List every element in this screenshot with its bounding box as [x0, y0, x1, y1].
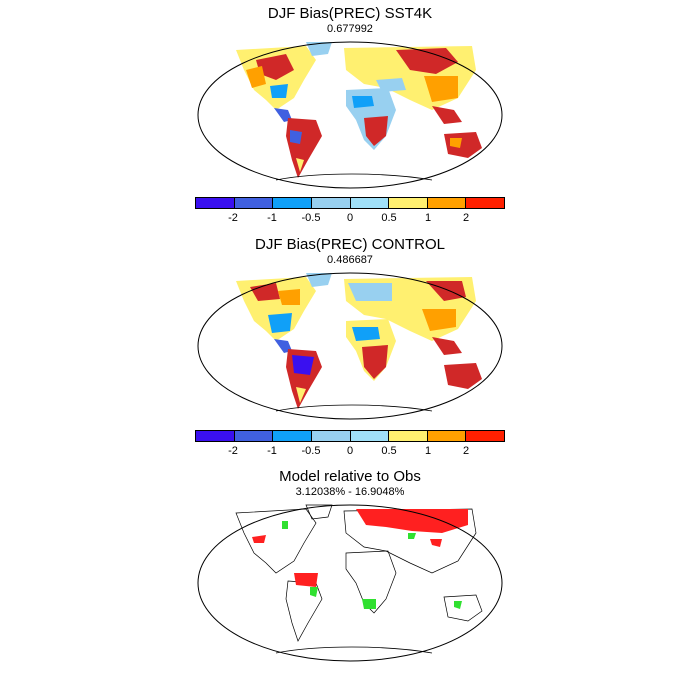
- map1-south-america: [286, 118, 322, 178]
- colorbar2-tick: 2: [462, 445, 470, 457]
- colorbar1-segment: [427, 198, 467, 208]
- panel3-subtitle: 3.12038% - 16.9048%: [295, 486, 405, 498]
- map2-central-america: [274, 339, 292, 353]
- map3-green-africa: [362, 599, 376, 609]
- panel2-title: DJF Bias(PREC) CONTROL: [254, 236, 445, 253]
- map3-globe-outline: [197, 504, 503, 662]
- map2-australia: [444, 363, 482, 389]
- map3-eurasia-outline: [343, 508, 477, 574]
- colorbar2-ticks: -2 -1 -0.5 0 0.5 1 2: [195, 445, 505, 459]
- map3-green-na: [282, 521, 288, 529]
- map2-sa-patch-blue: [292, 355, 314, 375]
- map3-significance-fill: [252, 509, 468, 609]
- map2-globe-outline: [197, 272, 503, 420]
- colorbar2-segment: [350, 431, 390, 441]
- map2-na-patch-blue: [268, 313, 292, 333]
- panel2-map: [197, 272, 503, 420]
- colorbar2-segment: [466, 431, 504, 441]
- map2-fill: [236, 273, 482, 409]
- panel3-title: Model relative to Obs: [279, 468, 421, 485]
- colorbar1-segment: [273, 198, 312, 208]
- map3-north-america-outline: [235, 508, 317, 574]
- colorbar1-segment: [389, 198, 428, 208]
- colorbar2-segment: [427, 431, 467, 441]
- map3-africa-outline: [345, 550, 397, 614]
- colorbar1-segment: [234, 198, 274, 208]
- colorbar2-segment: [389, 431, 428, 441]
- colorbar2-segment: [273, 431, 312, 441]
- map2-asia-blue: [348, 283, 392, 301]
- map2-sa-patch-yellow: [296, 387, 306, 403]
- map2-na-patch-red: [250, 283, 280, 301]
- map3-green-sa: [310, 587, 318, 597]
- map2-greenland: [306, 273, 332, 287]
- colorbar1-segment: [350, 198, 390, 208]
- map1-africa-red: [364, 116, 388, 146]
- panel2-subtitle: 0.486687: [327, 254, 373, 266]
- map2-africa-red: [362, 345, 388, 379]
- map1-na-patch-red: [256, 54, 294, 80]
- colorbar2-tick: 0: [346, 445, 354, 457]
- map1-na-patch-orange: [246, 66, 266, 88]
- colorbar1-tick: 1: [424, 212, 432, 224]
- colorbar2-tick: -1: [267, 445, 277, 457]
- map3-red-sa: [294, 573, 318, 587]
- colorbar1-segment: [311, 198, 351, 208]
- panel1-subtitle: 0.677992: [327, 23, 373, 35]
- map1-se-asia: [432, 106, 462, 124]
- colorbar1-segment: [196, 198, 235, 208]
- map3-red-na: [252, 535, 266, 543]
- map1-sa-patch-yellow: [296, 158, 304, 172]
- colorbar2-segment: [234, 431, 274, 441]
- colorbar1-tick: -0.5: [301, 212, 321, 224]
- colorbar2-segment: [196, 431, 235, 441]
- map2-antarctica-outline: [275, 404, 433, 412]
- colorbar-2: [195, 430, 505, 442]
- map3-green-australia: [454, 601, 462, 609]
- colorbar1-tick: -1: [267, 212, 277, 224]
- map1-africa-blue: [352, 96, 374, 108]
- colorbar1-segment: [466, 198, 504, 208]
- colorbar2-tick: 1: [424, 445, 432, 457]
- colorbar1-tick: -2: [228, 212, 238, 224]
- map3-antarctica-outline: [275, 646, 433, 654]
- map2-se-asia: [432, 337, 462, 355]
- colorbar2-tick: 0.5: [381, 445, 397, 457]
- map3-australia-outline: [443, 594, 483, 622]
- map3-red-asia-small: [430, 539, 442, 547]
- map1-greenland: [306, 42, 332, 56]
- map1-central-america: [274, 108, 292, 122]
- panel1-title: DJF Bias(PREC) SST4K: [267, 5, 433, 22]
- panel1-map: [197, 41, 503, 189]
- map3-south-america-outline: [285, 580, 323, 642]
- map1-antarctica-outline: [275, 173, 433, 181]
- colorbar2-tick: -2: [228, 445, 238, 457]
- colorbar-1: [195, 197, 505, 209]
- colorbar1-ticks: -2 -1 -0.5 0 0.5 1 2: [195, 212, 505, 226]
- map1-na-patch-blue: [270, 84, 288, 98]
- colorbar1-tick: 2: [462, 212, 470, 224]
- map1-sa-patch-blue: [290, 130, 302, 144]
- colorbar2-tick: -0.5: [301, 445, 321, 457]
- map1-globe-outline: [197, 41, 503, 189]
- map1-australia-orange: [450, 138, 462, 148]
- map3-red-eurasia: [356, 509, 468, 533]
- map1-asia-red: [396, 48, 458, 74]
- map3-land-outline: [235, 504, 483, 642]
- colorbar2-segment: [311, 431, 351, 441]
- map1-asia-orange: [424, 76, 458, 102]
- map3-greenland-outline: [305, 504, 333, 520]
- map1-australia: [444, 132, 482, 158]
- panel3-map: [197, 504, 503, 662]
- map1-fill: [236, 42, 482, 178]
- map2-na-patch-orange: [278, 289, 300, 305]
- map2-asia-orange: [422, 309, 456, 331]
- map3-green-asia: [408, 533, 416, 539]
- map2-africa-blue: [352, 327, 380, 341]
- colorbar1-tick: 0.5: [381, 212, 397, 224]
- colorbar1-tick: 0: [346, 212, 354, 224]
